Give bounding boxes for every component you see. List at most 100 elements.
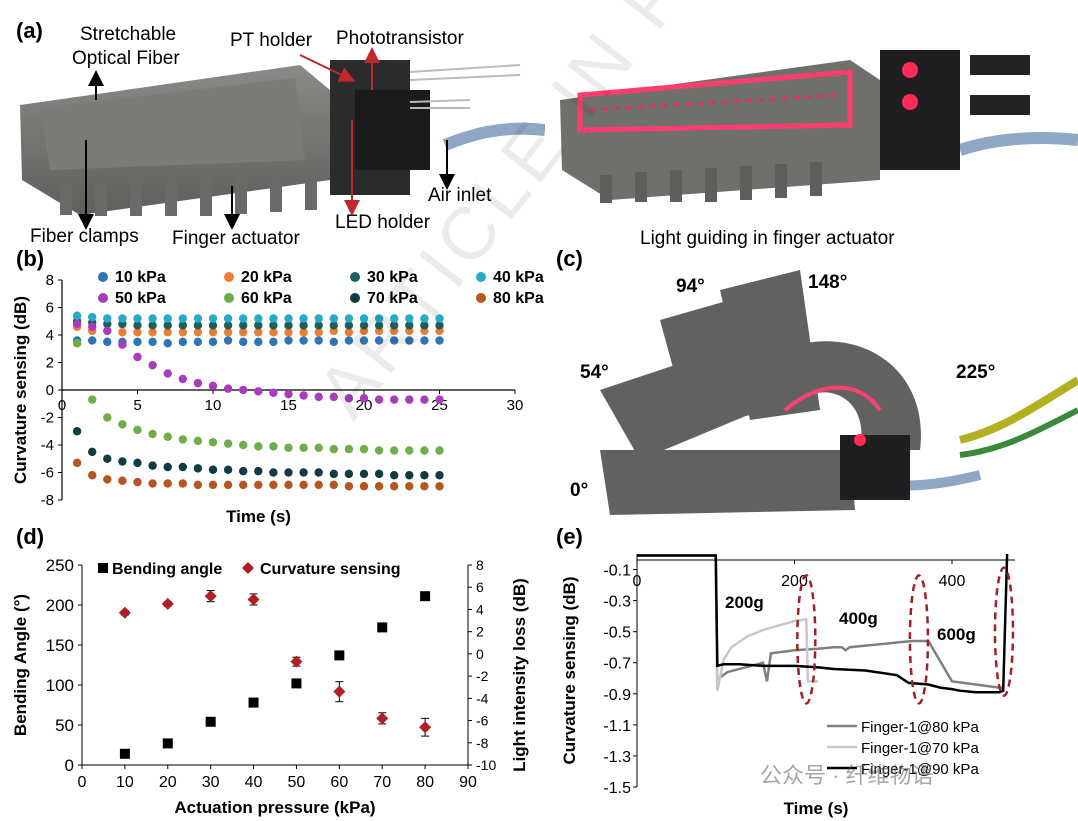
y-axis-title: Curvature sensing (dB) <box>560 577 579 765</box>
data-point <box>208 321 218 330</box>
data-point <box>118 476 127 485</box>
data-point <box>239 337 248 347</box>
data-point <box>239 480 248 490</box>
legend-marker <box>476 293 486 303</box>
data-point <box>284 443 293 452</box>
series-line <box>637 554 819 691</box>
data-point <box>329 321 338 330</box>
data-point <box>390 321 399 330</box>
y2-tick-label: -2 <box>476 668 489 684</box>
data-point <box>329 314 338 323</box>
data-point <box>435 314 444 323</box>
data-point <box>118 457 127 466</box>
bending-angle-point <box>205 716 216 727</box>
curvature-sensing-point <box>118 606 131 619</box>
data-point <box>103 454 112 463</box>
data-point <box>374 469 384 479</box>
data-point <box>314 480 323 490</box>
data-point <box>223 384 233 393</box>
legend-label: 60 kPa <box>241 290 292 307</box>
data-point <box>178 321 187 330</box>
curvature-sensing-point <box>290 655 303 668</box>
y2-tick-label: 0 <box>476 646 484 662</box>
data-point <box>72 319 82 329</box>
data-point <box>284 321 293 330</box>
x-tick-label: 30 <box>202 774 220 791</box>
data-point <box>88 312 97 322</box>
x-tick-label: 400 <box>939 573 966 590</box>
curvature-sensing-point <box>161 597 174 610</box>
data-point <box>163 328 172 337</box>
data-point <box>299 314 308 323</box>
y-tick-label: -0.1 <box>603 563 631 580</box>
angle-label-94: 94° <box>676 276 705 297</box>
data-point <box>359 482 369 491</box>
data-point <box>405 446 414 455</box>
x-tick-label: 10 <box>205 397 222 414</box>
curvature-sensing-point <box>376 712 389 725</box>
data-point <box>284 314 293 323</box>
data-point <box>435 321 444 330</box>
legend-marker <box>476 272 486 282</box>
data-point <box>193 464 203 473</box>
data-point <box>103 314 112 323</box>
finger-actuator-photo <box>20 60 545 216</box>
y-tick-label: 6 <box>46 300 54 317</box>
data-point <box>178 314 187 323</box>
data-point <box>103 337 112 347</box>
data-point <box>299 443 308 452</box>
data-point <box>390 336 399 345</box>
data-point <box>344 321 354 330</box>
data-point <box>88 336 97 345</box>
data-point <box>405 314 414 323</box>
legend-marker <box>350 293 360 303</box>
panel-label-d: (d) <box>16 524 45 549</box>
bending-angle-point <box>377 622 388 633</box>
legend-marker <box>98 272 108 282</box>
label-pt-holder: PT holder <box>230 30 313 51</box>
y-tick-label: -1.5 <box>603 780 631 797</box>
data-point <box>148 314 157 323</box>
data-point <box>269 314 278 323</box>
data-point <box>72 339 82 348</box>
legend-label: 40 kPa <box>493 269 544 286</box>
data-point <box>374 314 384 323</box>
data-point <box>193 314 203 323</box>
data-point <box>208 381 218 391</box>
y-tick-label: -1.1 <box>603 718 631 735</box>
data-point <box>133 321 142 330</box>
y-tick-label: -8 <box>41 492 54 509</box>
y-tick-label: -4 <box>41 437 54 454</box>
y-tick-label: 200 <box>46 596 74 615</box>
legend-marker <box>224 293 234 303</box>
y-tick-label: 2 <box>46 355 54 372</box>
x-tick-label: 0 <box>78 774 87 791</box>
data-point <box>314 321 323 330</box>
data-point <box>239 321 248 330</box>
data-point <box>148 361 157 370</box>
data-point <box>133 352 142 362</box>
data-point <box>435 446 444 455</box>
data-point <box>208 337 218 347</box>
data-point <box>359 444 369 454</box>
data-point <box>148 321 157 330</box>
data-point <box>133 328 142 337</box>
legend-label: Bending angle <box>112 561 222 578</box>
data-point <box>314 336 323 345</box>
legend-label: 50 kPa <box>115 290 166 307</box>
data-point <box>254 314 263 323</box>
data-point <box>239 466 248 476</box>
data-point <box>254 387 263 396</box>
x-axis-title: Time (s) <box>784 799 849 818</box>
data-point <box>269 337 278 347</box>
data-point <box>269 442 278 451</box>
data-point <box>420 395 429 404</box>
label-air-inlet: Air inlet <box>428 185 492 206</box>
data-point <box>223 314 233 323</box>
data-point <box>133 314 142 323</box>
data-point <box>72 427 82 436</box>
x-axis-title: Actuation pressure (kPa) <box>174 798 375 817</box>
x-tick-label: 0 <box>58 397 66 414</box>
data-point <box>359 336 369 345</box>
